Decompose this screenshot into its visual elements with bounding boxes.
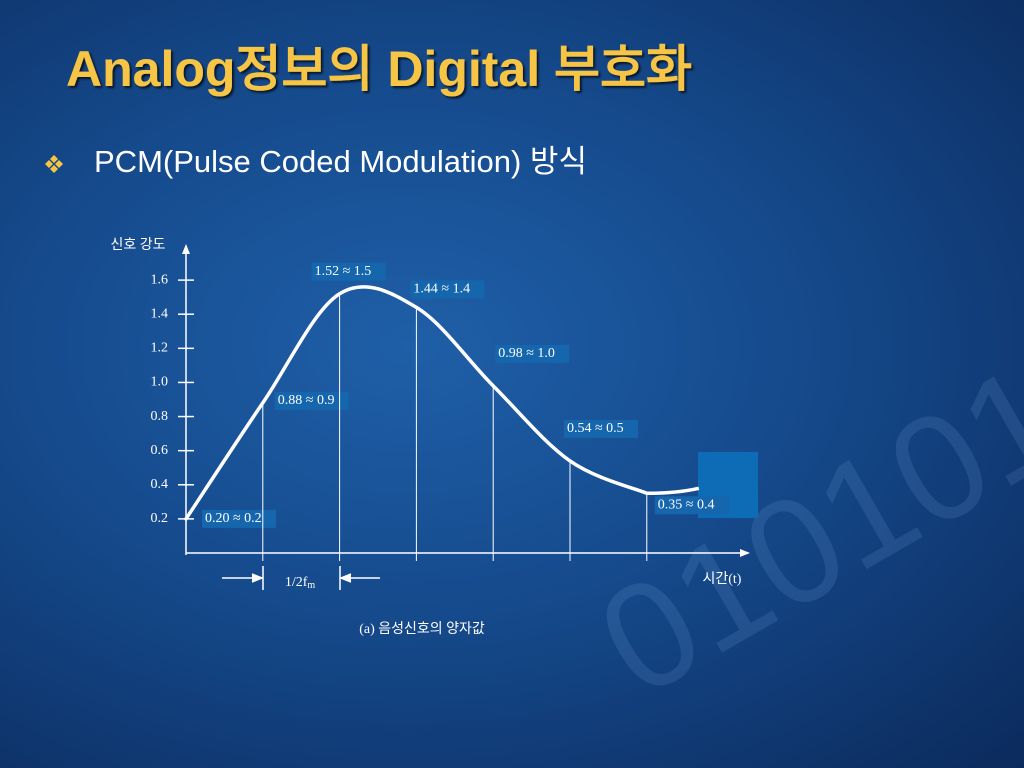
value-label-group: 0.98 ≈ 1.0 [495, 344, 570, 363]
label-box [311, 262, 386, 281]
y-tick-label: 0.6 [151, 443, 169, 458]
slide-title: Analog정보의 Digital 부호화 [66, 41, 692, 97]
interval-sub: m [307, 580, 315, 591]
value-label: 0.88 ≈ 0.9 [278, 393, 335, 408]
y-tick-label: 0.2 [151, 511, 169, 526]
value-label: 0.98 ≈ 1.0 [498, 346, 555, 361]
value-label: 1.44 ≈ 1.4 [413, 282, 470, 297]
value-label-group: 1.44 ≈ 1.4 [410, 280, 485, 299]
value-label: 0.20 ≈ 0.2 [205, 511, 262, 526]
value-label-group: 0.54 ≈ 0.5 [564, 419, 638, 438]
svg-text:0101010: 0101010 [572, 290, 1024, 727]
value-label: 0.54 ≈ 0.5 [567, 421, 624, 436]
curve-tail [646, 486, 700, 496]
y-tick-label: 1.4 [151, 306, 169, 321]
interval-label: 1/2fm [285, 575, 316, 591]
interval-marker [222, 566, 380, 590]
label-box [274, 391, 349, 410]
label-box [410, 280, 485, 299]
value-label-group: 0.88 ≈ 0.9 [274, 391, 349, 410]
value-label: 1.52 ≈ 1.5 [315, 264, 372, 279]
bullet-icon [45, 155, 63, 173]
y-tick-label: 0.8 [151, 409, 169, 424]
label-box [202, 509, 276, 528]
x-arrow [740, 549, 750, 557]
y-axis-label: 신호 강도 [110, 237, 165, 253]
y-tick-label: 1.6 [151, 272, 169, 287]
y-tick-label: 1.0 [151, 375, 169, 390]
y-tick-label: 1.2 [151, 341, 169, 356]
label-box [564, 419, 638, 438]
value-label-group: 0.35 ≈ 0.4 [654, 496, 729, 515]
value-label-group: 0.20 ≈ 0.2 [202, 509, 276, 528]
interval-text: 1/2f [285, 575, 308, 590]
y-tick-label: 0.4 [151, 477, 169, 492]
value-label: 0.35 ≈ 0.4 [658, 498, 715, 513]
background-deco: 0101010 [572, 290, 1024, 727]
x-axis-label: 시간(t) [703, 571, 742, 587]
bullet-text: PCM(Pulse Coded Modulation) 방식 [94, 144, 587, 179]
caption: (a) 음성신호의 양자값 [359, 621, 485, 637]
label-box [495, 344, 570, 363]
y-arrow [182, 244, 190, 254]
value-label-group: 1.52 ≈ 1.5 [311, 262, 386, 281]
label-box [654, 496, 729, 515]
